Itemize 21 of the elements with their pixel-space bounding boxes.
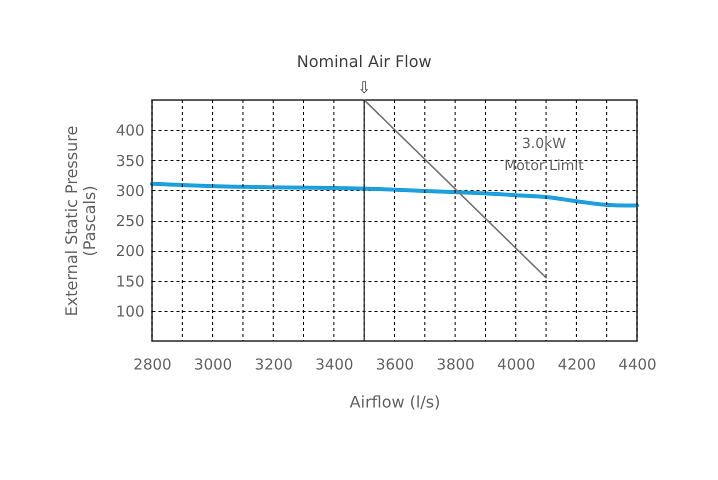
x-tick-label: 3000 [194,356,232,374]
y-tick-label: 300 [116,182,144,200]
y-tick-label: 350 [116,152,144,170]
x-tick-label: 4200 [558,356,596,374]
line-series [150,182,639,208]
x-tick-label: 4000 [497,356,536,374]
x-tick-label: 3600 [376,356,414,374]
y-axis-title: External Static Pressure (Pascals) [62,126,99,316]
y-tick-label: 200 [116,242,144,260]
x-tick-label: 4400 [618,356,657,374]
x-tick-label: 3200 [254,356,293,374]
ref-line-label: Nominal Air Flow ⇩ [296,52,432,97]
annotation: 3.0kW Motor Limit [504,136,584,174]
x-tick-label: 2800 [133,356,172,374]
x-tick-label: 3800 [436,356,475,374]
x-axis-title: Airflow (l/s) [350,392,440,412]
y-tick-label: 100 [116,302,144,320]
y-tick-label: 250 [116,212,144,230]
y-tick-label: 150 [116,272,144,290]
x-tick-label: 3400 [315,356,354,374]
y-tick-label: 400 [116,122,144,140]
